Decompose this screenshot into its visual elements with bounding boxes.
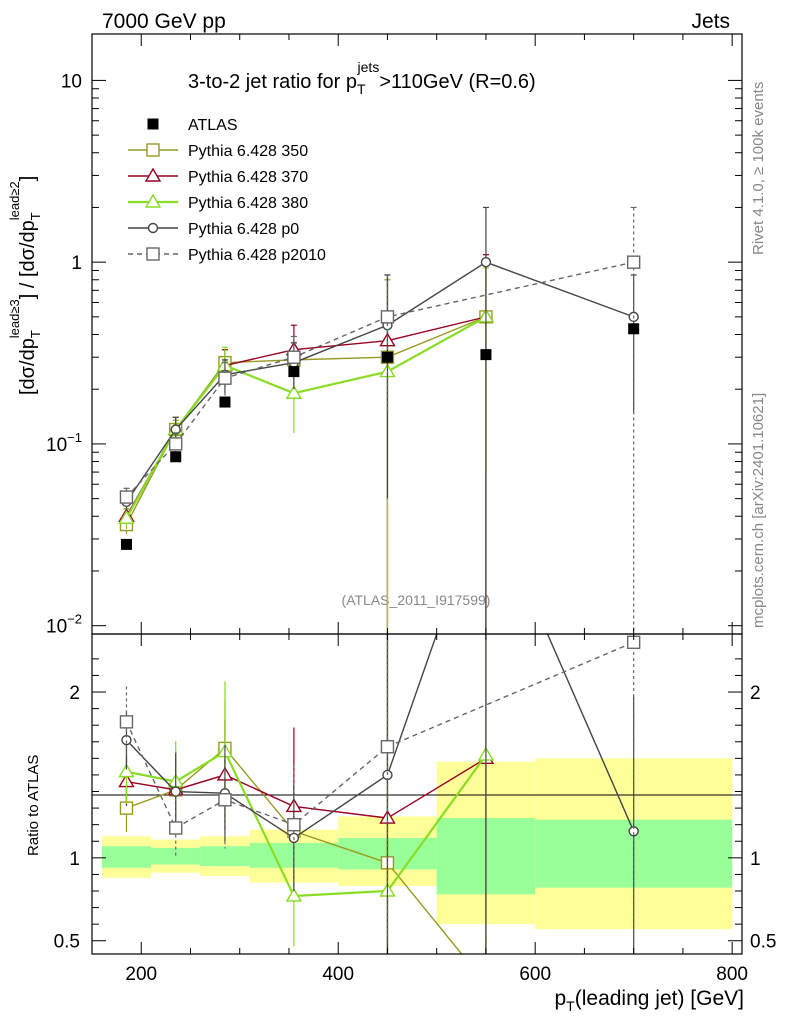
legend-marker-4	[147, 222, 159, 234]
header-right: Jets	[691, 10, 730, 33]
ratio-point-4-3	[287, 817, 301, 832]
series-line-3	[125, 261, 634, 503]
axes: 200 400 600 800 10−2 10−1 1 10 0.5 0.5 1 1 2 2	[46, 34, 776, 985]
band-inner-0	[101, 846, 152, 868]
band-inner-2	[200, 846, 250, 867]
main-plot-marks	[118, 206, 641, 634]
legend: ATLAS Pythia 6.428 350 Pythia 6.428 370 Pyt…	[128, 117, 326, 264]
y-tick-label: 10	[61, 71, 82, 92]
series-line-4	[125, 261, 634, 498]
point-4-0	[119, 490, 134, 504]
atlas-point-5	[480, 349, 492, 361]
series-3	[121, 206, 639, 634]
point-4-1	[169, 437, 183, 451]
chart-title: 3-to-2 jet ratio for pTjets>110GeV (R=0.…	[188, 59, 536, 97]
ratio-point-3-1	[170, 786, 181, 797]
series-line-2	[125, 315, 487, 519]
ratio-point-4-2	[218, 793, 232, 807]
legend-label-1: Pythia 6.428 350	[188, 143, 308, 160]
ratio-plot-frame	[91, 633, 743, 955]
legend-entry-5: Pythia 6.428 p2010	[128, 247, 326, 264]
atlas-point-3	[288, 366, 300, 378]
atlas-point-2	[219, 396, 231, 408]
x-axis-label: pT(leading jet) [GeV]	[554, 987, 744, 1014]
series-1	[118, 254, 495, 634]
legend-marker-5	[146, 247, 160, 261]
y-tick-label: 10−1	[46, 430, 82, 456]
x-tick-label-400: 400	[322, 964, 354, 985]
ratio-tick-label-left: 1	[69, 849, 80, 870]
y-axis-label: [dσ/dpTlead≥3] / [dσ/dpTlead≥2]	[7, 176, 43, 395]
series-4	[119, 206, 641, 634]
legend-label-0: ATLAS	[188, 117, 238, 134]
ratio-line-1	[126, 757, 487, 819]
ratio-tick-label-right: 1	[750, 849, 761, 870]
ratio-line-4	[125, 641, 634, 829]
ratio-point-4-0	[119, 715, 134, 729]
legend-entry-1: Pythia 6.428 350	[128, 143, 308, 160]
y-tick-label: 1	[71, 253, 82, 274]
legend-label-3: Pythia 6.428 380	[188, 195, 308, 212]
point-4-3	[287, 350, 301, 364]
ratio-series-4	[119, 634, 641, 954]
x-tick-label-600: 600	[519, 964, 551, 985]
ratio-tick-label-right: 2	[750, 683, 761, 704]
point-4-5	[626, 255, 641, 269]
x-tick-label-800: 800	[716, 964, 748, 985]
header-left: 7000 GeV pp	[102, 10, 226, 33]
atlas-point-4	[381, 351, 393, 363]
point-3-5	[480, 256, 492, 268]
ratio-tick-label-left: 2	[69, 683, 80, 704]
legend-label-2: Pythia 6.428 370	[188, 169, 308, 186]
point-4-2	[218, 371, 232, 385]
ratio-point-2-3	[285, 887, 303, 902]
atlas-data	[120, 323, 640, 550]
legend-marker-1	[146, 143, 160, 157]
ratio-point-4-1	[169, 821, 183, 835]
point-2-3	[285, 384, 303, 399]
legend-marker-0	[147, 118, 159, 130]
point-2-0	[118, 509, 135, 524]
legend-label-4: Pythia 6.428 p0	[188, 221, 299, 238]
series-2	[118, 267, 495, 634]
ratio-tick-label-left: 0.5	[54, 932, 80, 953]
ratio-point-0-5	[480, 978, 492, 990]
series-0	[119, 254, 493, 634]
point-4-4	[380, 310, 395, 324]
atlas-point-1	[170, 451, 182, 463]
side-label-rivet: Rivet 4.1.0, ≥ 100k events	[750, 82, 767, 255]
ratio-plot-marks	[118, 634, 641, 990]
atlas-point-6	[628, 323, 640, 335]
ratio-point-4-4	[380, 740, 395, 754]
ratio-point-2-0	[118, 763, 135, 778]
legend-label-5: Pythia 6.428 p2010	[188, 247, 326, 264]
legend-marker-3	[144, 193, 162, 208]
analysis-tag: (ATLAS_2011_I917599)	[342, 592, 491, 608]
ratio-line-0	[126, 747, 463, 954]
legend-marker-2	[144, 167, 162, 182]
legend-entry-4: Pythia 6.428 p0	[128, 221, 299, 238]
atlas-point-0	[120, 538, 132, 550]
x-tick-label-200: 200	[125, 964, 157, 985]
y-tick-label: 10−2	[46, 612, 82, 638]
legend-entry-0: ATLAS	[147, 117, 238, 134]
side-label-mcplots: mcplots.cern.ch [arXiv:2401.10621]	[750, 393, 767, 628]
legend-entry-3: Pythia 6.428 380	[128, 193, 308, 212]
band-inner-1	[151, 847, 201, 865]
legend-entry-2: Pythia 6.428 370	[128, 167, 308, 186]
ratio-line-2	[126, 750, 487, 898]
ratio-y-axis-label: Ratio to ATLAS	[25, 755, 42, 856]
ratio-tick-label-right: 0.5	[750, 932, 776, 953]
